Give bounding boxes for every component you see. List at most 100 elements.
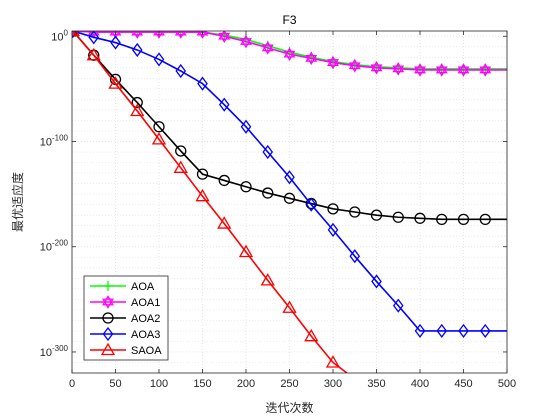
data-point-aoa1 [479, 63, 492, 77]
legend-entry-aoa: AOA [90, 281, 155, 293]
series-line-aoa1 [72, 31, 507, 71]
y-tick-label: 100 [51, 28, 68, 43]
data-point-aoa3 [327, 222, 339, 237]
data-point-saoa [195, 188, 210, 202]
x-axis-label: 迭代次数 [265, 400, 313, 415]
legend-marker [102, 326, 114, 342]
ticks: 0 50 100 150 200 250 300 350 400 450 500 100 10-100 1… [40, 28, 516, 390]
x-tick-label: 100 [150, 378, 168, 390]
data-point-aoa3 [153, 52, 165, 67]
data-point-aoa3 [131, 42, 143, 58]
data-point-aoa3 [349, 249, 361, 264]
data-point-aoa1 [457, 63, 470, 77]
data-point-aoa3 [175, 63, 187, 79]
y-tick-label: 10-100 [40, 133, 69, 148]
data-point-aoa3 [458, 323, 469, 338]
data-point-aoa1 [283, 47, 296, 61]
data-point-saoa [238, 244, 254, 258]
x-tick-label: 500 [498, 378, 516, 390]
legend-entry-saoa: SAOA [90, 342, 162, 357]
data-point-aoa3 [262, 144, 274, 160]
data-point-aoa1 [348, 58, 361, 73]
data-point-aoa3 [305, 197, 317, 212]
data-point-aoa3 [284, 170, 295, 185]
data-point-aoa2 [283, 192, 296, 204]
legend-marker [103, 281, 113, 291]
data-point-aoa2 [479, 213, 491, 226]
data-point-saoa [173, 160, 188, 173]
data-point-saoa [130, 103, 145, 117]
data-point-aoa2 [327, 203, 339, 215]
data-point-aoa1 [131, 31, 144, 39]
data-point-aoa2 [240, 181, 252, 193]
data-point-aoa3 [436, 323, 448, 338]
legend-entry-aoa1: AOA1 [90, 295, 160, 309]
legend-marker [100, 342, 116, 356]
legend-label: AOA3 [131, 329, 160, 341]
data-point-aoa2 [153, 121, 165, 133]
series-aoa3 [72, 31, 507, 338]
series-aoa2 [72, 31, 507, 226]
x-tick-label: 200 [237, 378, 255, 390]
x-tick-label: 150 [193, 378, 211, 390]
data-point-aoa1 [305, 51, 318, 66]
data-point-saoa [325, 355, 341, 368]
data-point-aoa3 [371, 274, 382, 289]
data-point-aoa3 [110, 35, 121, 50]
legend-entry-aoa3: AOA3 [90, 326, 160, 342]
x-tick-label: 450 [454, 378, 472, 390]
data-point-aoa2 [457, 213, 470, 226]
data-point-aoa1 [240, 34, 252, 49]
data-point-aoa2 [370, 209, 383, 221]
legend-label: SAOA [131, 345, 162, 357]
data-point-saoa [260, 273, 275, 286]
series-line-aoa3 [72, 31, 507, 332]
data-point-saoa [282, 300, 297, 313]
x-tick-label: 300 [324, 378, 342, 390]
data-point-saoa [304, 328, 319, 342]
data-point-aoa2 [436, 213, 448, 226]
series-saoa [72, 31, 348, 373]
legend-entry-aoa2: AOA2 [90, 312, 160, 325]
data-point-aoa2 [262, 187, 274, 199]
chart-title: F3 [282, 13, 296, 27]
y-tick-label: 10-300 [40, 344, 69, 359]
data-point-aoa3 [72, 31, 79, 39]
y-axis-label: 最优适应度 [10, 172, 25, 232]
x-tick-label: 50 [109, 378, 121, 390]
data-point-aoa2 [349, 206, 361, 218]
data-point-aoa3 [240, 119, 252, 134]
legend-label: AOA [131, 281, 155, 293]
legend-label: AOA1 [131, 297, 160, 309]
series-line-aoa2 [72, 31, 507, 221]
data-point-aoa2 [131, 96, 143, 109]
data-point-aoa3 [197, 76, 208, 91]
data-point-aoa2 [175, 145, 187, 157]
legend: AOA AOA1 AOA2 AOA3 SAOA [83, 275, 169, 361]
data-point-aoa1 [414, 63, 426, 77]
data-point-saoa [151, 132, 167, 145]
data-point-aoa1 [174, 31, 187, 39]
data-point-aoa1 [392, 62, 405, 76]
series-layer [72, 31, 507, 373]
data-point-saoa [86, 47, 101, 61]
data-point-aoa3 [88, 31, 100, 45]
data-point-aoa2 [392, 211, 404, 223]
data-point-saoa [217, 216, 232, 229]
data-point-aoa1 [370, 61, 383, 75]
data-point-saoa [108, 76, 123, 89]
data-point-aoa1 [261, 41, 274, 55]
data-point-aoa3 [479, 323, 491, 338]
legend-marker [102, 295, 114, 309]
legend-marker [102, 312, 114, 324]
data-point-aoa3 [392, 298, 404, 313]
y-tick-label: 10-200 [40, 239, 69, 254]
x-tick-label: 0 [69, 378, 75, 390]
data-point-aoa3 [218, 97, 230, 112]
data-point-aoa2 [196, 168, 209, 180]
x-tick-label: 400 [411, 378, 429, 390]
data-point-aoa2 [218, 174, 230, 187]
x-tick-label: 250 [280, 378, 298, 390]
legend-label: AOA2 [131, 313, 160, 325]
x-tick-label: 350 [367, 378, 385, 390]
